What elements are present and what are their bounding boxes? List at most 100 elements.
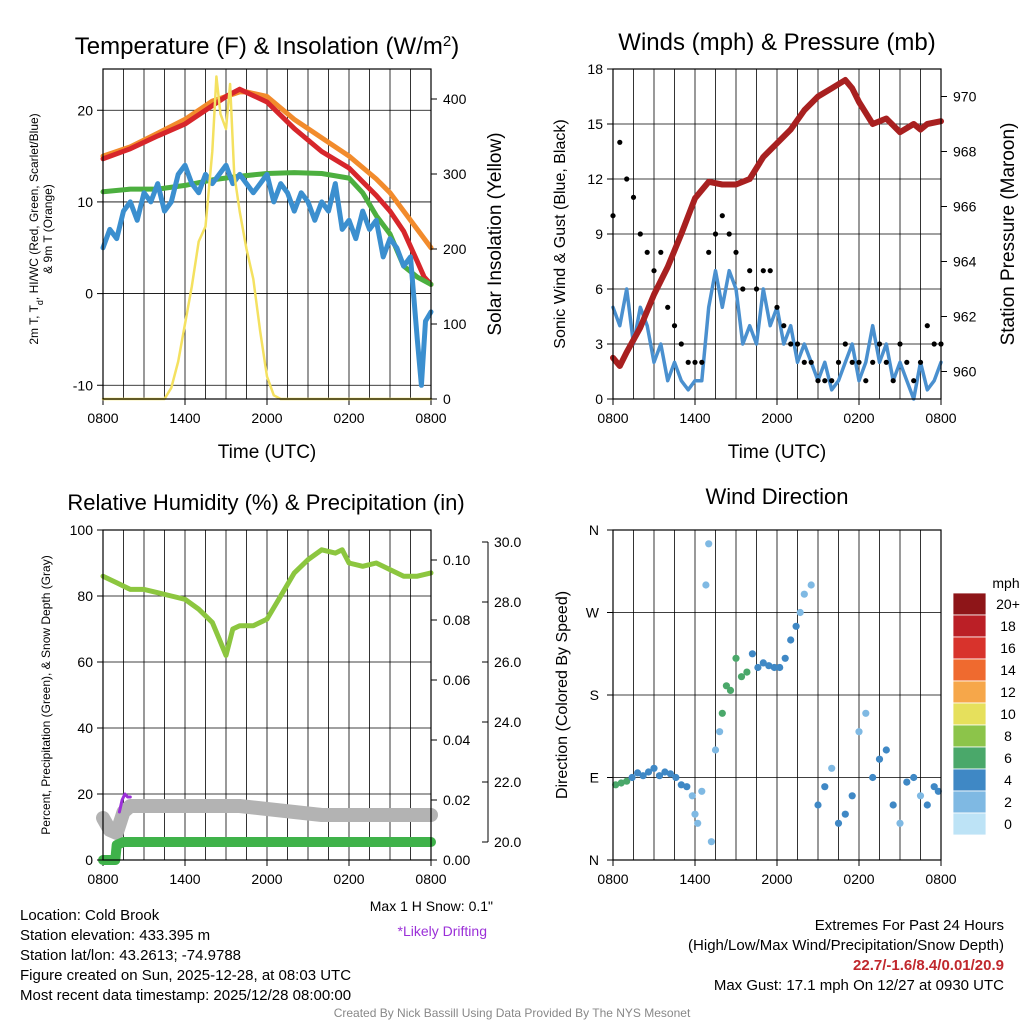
wind-gust-dot xyxy=(671,323,678,329)
dir-ytick-label: E xyxy=(590,770,599,786)
dir-point xyxy=(776,663,784,672)
colorbar-swatch xyxy=(952,812,987,836)
temp-xtick-label: 0800 xyxy=(415,410,446,426)
wind-gust-dot xyxy=(651,268,657,274)
dir-point xyxy=(754,663,762,672)
wind-gust-dot xyxy=(678,341,684,347)
dir-point xyxy=(800,590,808,598)
colorbar-label: 2 xyxy=(1004,794,1012,810)
colorbar-label: 10 xyxy=(1000,706,1016,722)
rh-chart-title: Relative Humidity (%) & Precipitation (i… xyxy=(67,490,464,515)
dir-point xyxy=(748,650,757,658)
rh-snow-tick-label: 20.0 xyxy=(494,834,521,850)
temp-series-line xyxy=(101,75,433,401)
wind-ylabel-right: Station Pressure (Maroon) xyxy=(998,123,1019,346)
colorbar-label: 0 xyxy=(1004,816,1012,832)
dir-point xyxy=(862,709,870,717)
temp-ytick-label: 0 xyxy=(85,286,93,302)
wind-gust-dot xyxy=(706,249,712,255)
rh-snow-tick-label: 22.0 xyxy=(494,774,521,790)
max-gust-text: Max Gust: 17.1 mph On 12/27 at 0930 UTC xyxy=(713,977,1004,994)
temp-ylabel-line2: & 9m T (Orange) xyxy=(41,184,55,274)
wind-ytick-right-label: 962 xyxy=(953,309,977,325)
rh-ytick-right-label: 0.02 xyxy=(443,792,470,808)
rh-ytick-label: 100 xyxy=(70,522,94,538)
dir-point xyxy=(705,540,713,548)
wind-xlabel: Time (UTC) xyxy=(728,442,827,463)
wind-gust-dot xyxy=(911,378,917,384)
dir-point xyxy=(718,709,726,717)
extremes-values: 22.7/-1.6/8.4/0.01/20.9 xyxy=(853,957,1004,974)
dir-point xyxy=(834,819,843,827)
colorbar-swatch xyxy=(952,636,987,660)
temp-ytick-right-label: 200 xyxy=(443,241,467,257)
wind-ytick-right-label: 960 xyxy=(953,364,977,380)
colorbar-swatch xyxy=(952,746,987,770)
colorbar-label: 14 xyxy=(1000,662,1016,678)
wind-gust-dot xyxy=(931,341,937,347)
wind-ytick-label: 3 xyxy=(595,336,603,352)
rh-xtick-label: 1400 xyxy=(169,871,200,887)
rh-snow-tick-label: 26.0 xyxy=(494,654,521,670)
dir-point xyxy=(814,801,822,809)
wind-ytick-label: 15 xyxy=(587,116,603,132)
dir-point xyxy=(612,781,620,789)
dir-point xyxy=(694,819,702,827)
dir-ytick-label: S xyxy=(590,687,599,703)
wind-gust-dot xyxy=(767,268,773,274)
temp-series-line xyxy=(100,162,434,388)
dir-point xyxy=(737,673,746,681)
colorbar-swatch xyxy=(952,592,987,616)
temp-ytick-right-label: 400 xyxy=(443,91,467,107)
wind-ytick-right-label: 966 xyxy=(953,199,977,215)
wind-gust-dot xyxy=(747,268,753,274)
dir-point xyxy=(672,773,680,782)
wind-gust-dot xyxy=(842,341,848,347)
wind-gust-dot xyxy=(904,359,910,365)
dir-point xyxy=(677,781,685,789)
dir-point xyxy=(792,622,800,630)
wind-ytick-right-label: 968 xyxy=(953,144,977,160)
wind-gust-dot xyxy=(829,378,835,384)
wind-gust-dot xyxy=(699,359,705,365)
recent-text: Most recent data timestamp: 2025/12/28 0… xyxy=(20,987,352,1004)
wind-gust-dot xyxy=(624,176,630,182)
dir-point xyxy=(688,792,696,800)
dir-point xyxy=(770,663,778,672)
dir-point xyxy=(855,728,863,736)
wind-ytick-label: 12 xyxy=(587,171,603,187)
colorbar-swatch xyxy=(952,724,987,748)
dir-point xyxy=(716,728,724,736)
temp-ylabel-part: 2m T, T xyxy=(27,304,41,344)
temp-ylabel-right: Solar Insolation (Yellow) xyxy=(485,132,506,335)
rh-ytick-label: 20 xyxy=(77,786,93,802)
rh-ylabel: Percent, Precipitation (Green), & Snow D… xyxy=(39,555,53,834)
wind-gust-dot xyxy=(637,231,643,237)
colorbar-label: 8 xyxy=(1004,728,1012,744)
colorbar-title: mph xyxy=(992,575,1019,591)
dir-point xyxy=(722,682,731,690)
temp-xtick-label: 1400 xyxy=(169,410,200,426)
dir-point xyxy=(869,773,877,782)
wind-gust-dot xyxy=(712,231,719,237)
dir-point xyxy=(910,773,918,782)
dir-point xyxy=(930,783,938,791)
colorbar-swatch xyxy=(952,614,987,638)
location-text: Location: Cold Brook xyxy=(20,907,160,924)
temp-ytick-right-label: 0 xyxy=(443,391,451,407)
dir-point xyxy=(828,764,836,772)
dir-point xyxy=(781,654,789,662)
wind-series-line xyxy=(610,77,944,369)
extremes-subheading: (High/Low/Max Wind/Precipitation/Snow De… xyxy=(688,937,1004,954)
dir-point xyxy=(807,581,815,589)
temp-series-line xyxy=(100,89,434,251)
rh-snow-tick-label: 28.0 xyxy=(494,594,521,610)
temp-ytick-right-label: 100 xyxy=(443,316,467,332)
created-text: Figure created on Sun, 2025-12-28, at 08… xyxy=(20,967,352,984)
wind-gust-dot xyxy=(883,359,889,365)
dir-points-group xyxy=(612,540,942,846)
wind-gust-dot xyxy=(733,249,739,255)
dir-point xyxy=(644,768,653,776)
wind-ytick-label: 0 xyxy=(595,391,603,407)
rh-ytick-label: 60 xyxy=(77,654,93,670)
